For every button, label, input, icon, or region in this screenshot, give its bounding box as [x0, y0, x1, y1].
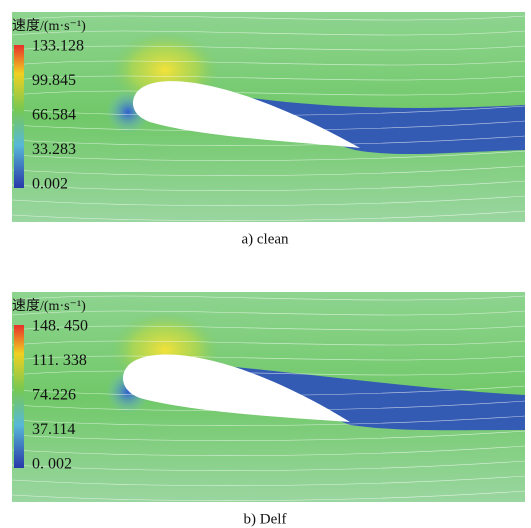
colorbar-label: 0.002 [32, 176, 68, 193]
flow-panel: 速度/(m·s⁻¹) 148. 450 111. 338 74.226 37.114 0.… [11, 292, 526, 527]
streamline [11, 415, 526, 426]
caption: a) clean [241, 231, 289, 247]
streamline [11, 90, 526, 96]
streamline [11, 430, 526, 441]
streamline [11, 30, 526, 36]
streamline [11, 490, 526, 501]
streamline [11, 475, 526, 486]
colorbar-label: 74.226 [32, 387, 76, 404]
colorbar-label: 33.283 [32, 141, 76, 158]
streamline [11, 165, 526, 176]
streamline [11, 15, 526, 21]
streamline [11, 150, 526, 161]
colorbar-title: 速度/(m·s⁻¹) [12, 18, 86, 34]
colorbar [14, 45, 24, 188]
streamline [11, 310, 526, 316]
colorbar-label: 66.584 [32, 107, 76, 124]
colorbar-label: 111. 338 [32, 352, 87, 369]
colorbar-label: 37.114 [32, 421, 75, 438]
streamline [11, 195, 526, 206]
wake [215, 365, 525, 431]
streamline [11, 370, 526, 376]
streamline [11, 460, 526, 471]
streamline [11, 445, 526, 456]
streamline [11, 210, 526, 221]
streamline [11, 60, 526, 66]
colorbar-label: 133.128 [32, 38, 84, 55]
streamline [11, 325, 526, 331]
colorbar-label: 0. 002 [32, 456, 72, 473]
airfoil [122, 354, 351, 422]
streamline [11, 355, 526, 361]
streamline [11, 295, 526, 301]
airfoil [132, 81, 360, 148]
wake [230, 95, 525, 155]
colorbar [14, 325, 24, 468]
colorbar-label: 99.845 [32, 72, 76, 89]
flow-panel: 速度/(m·s⁻¹) 133.128 99.845 66.584 33.283 0.002… [11, 12, 526, 247]
streamline [11, 45, 526, 51]
colorbar-label: 148. 450 [32, 318, 88, 335]
caption: b) Delf [244, 511, 287, 527]
streamline [11, 135, 526, 146]
streamline [11, 180, 526, 191]
streamline [11, 340, 526, 346]
streamline [11, 75, 526, 81]
colorbar-title: 速度/(m·s⁻¹) [12, 298, 86, 314]
